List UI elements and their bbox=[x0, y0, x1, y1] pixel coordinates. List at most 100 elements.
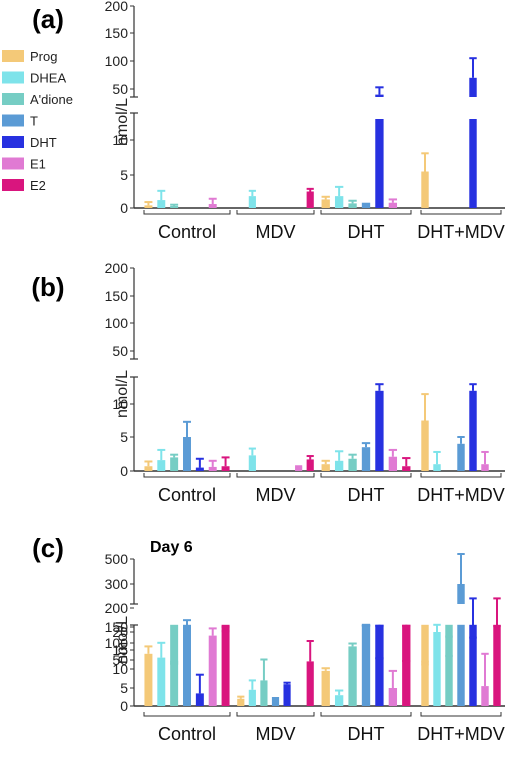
y-tick-label: 0 bbox=[120, 200, 128, 216]
bar bbox=[208, 635, 217, 706]
group-label: DHT+MDV bbox=[417, 222, 505, 242]
bar bbox=[283, 684, 291, 706]
y-tick-label: 15 bbox=[112, 642, 128, 658]
bar bbox=[306, 191, 314, 208]
bar bbox=[306, 459, 314, 471]
y-axis-label: nmol/L bbox=[114, 370, 131, 418]
bar bbox=[402, 624, 411, 706]
group-bracket bbox=[320, 473, 412, 478]
y-axis-label: nmol/L bbox=[114, 616, 131, 664]
bar bbox=[157, 657, 166, 706]
legend-label: Prog bbox=[30, 49, 57, 64]
bar bbox=[361, 624, 371, 706]
bar bbox=[295, 466, 303, 471]
y-tick-label: 100 bbox=[105, 635, 129, 651]
bar bbox=[348, 646, 357, 706]
bar bbox=[237, 698, 245, 706]
bar bbox=[421, 171, 429, 208]
bar bbox=[334, 695, 344, 706]
y-tick-label: 50 bbox=[112, 343, 128, 359]
y-tick-label: 10 bbox=[112, 396, 128, 412]
bar bbox=[469, 77, 477, 97]
y-axis-label: nmol/L bbox=[114, 98, 131, 146]
legend-label: T bbox=[30, 114, 38, 129]
group-bracket bbox=[143, 473, 231, 478]
bar bbox=[402, 466, 411, 471]
bar bbox=[170, 624, 179, 706]
y-tick-label: 0 bbox=[120, 463, 128, 479]
panel-label: (c) bbox=[32, 533, 64, 563]
panel-label: (b) bbox=[31, 272, 64, 302]
group-bracket bbox=[236, 210, 315, 215]
bar bbox=[260, 680, 268, 706]
y-tick-label: 150 bbox=[105, 288, 129, 304]
bar bbox=[457, 584, 465, 604]
bar bbox=[170, 457, 179, 471]
legend-swatch bbox=[2, 50, 24, 62]
y-tick-label: 10 bbox=[112, 132, 128, 148]
group-label: MDV bbox=[256, 222, 296, 242]
bar bbox=[457, 443, 465, 471]
bar bbox=[469, 636, 477, 639]
group-label: DHT+MDV bbox=[417, 724, 505, 744]
bar bbox=[221, 630, 230, 633]
bar bbox=[170, 662, 179, 665]
legend-swatch bbox=[2, 93, 24, 105]
y-tick-label: 200 bbox=[105, 0, 129, 14]
bar bbox=[469, 119, 477, 208]
legend-label: E2 bbox=[30, 178, 46, 193]
group-label: Control bbox=[158, 724, 216, 744]
bar bbox=[375, 624, 384, 706]
bar bbox=[195, 693, 204, 706]
legend-swatch bbox=[2, 71, 24, 84]
bar bbox=[248, 455, 256, 471]
y-tick-label: 200 bbox=[105, 600, 129, 616]
bar bbox=[348, 458, 357, 471]
group-bracket bbox=[143, 210, 231, 215]
group-bracket bbox=[320, 712, 412, 717]
group-label: DHT bbox=[348, 222, 385, 242]
bar bbox=[375, 94, 384, 97]
bar bbox=[481, 464, 489, 471]
group-bracket bbox=[420, 473, 502, 478]
bar bbox=[157, 460, 166, 471]
panel-label: (a) bbox=[32, 4, 64, 34]
group-label: Control bbox=[158, 222, 216, 242]
y-tick-label: 50 bbox=[112, 652, 128, 668]
y-tick-label: 100 bbox=[105, 315, 129, 331]
y-tick-label: 0 bbox=[120, 698, 128, 714]
bar bbox=[321, 670, 330, 706]
y-tick-label: 150 bbox=[105, 619, 129, 635]
bar bbox=[445, 624, 453, 706]
bar bbox=[221, 624, 230, 706]
bar bbox=[144, 205, 153, 208]
legend-swatch bbox=[2, 114, 24, 127]
bar bbox=[183, 437, 191, 471]
bar bbox=[493, 624, 501, 706]
bar bbox=[334, 460, 344, 471]
bar bbox=[221, 466, 230, 471]
y-tick-label: 50 bbox=[112, 81, 128, 97]
group-label: DHT bbox=[348, 485, 385, 505]
group-bracket bbox=[420, 210, 502, 215]
y-tick-label: 5 bbox=[120, 429, 128, 445]
bar bbox=[183, 627, 191, 629]
group-label: DHT bbox=[348, 724, 385, 744]
group-label: DHT+MDV bbox=[417, 485, 505, 505]
bar bbox=[248, 689, 256, 706]
panel-b: (b) nmol/L 0 5 10 50 100 150 200 Control MDV DHT DHT… bbox=[31, 260, 505, 505]
panel-a: (a) nmol/L 0 5 10 50 100 150 200 Control MDV DHT DHT… bbox=[32, 0, 505, 242]
bar bbox=[271, 697, 280, 706]
bar bbox=[469, 390, 477, 471]
bar bbox=[493, 625, 501, 628]
bar bbox=[481, 686, 489, 706]
bar bbox=[361, 202, 371, 208]
legend-swatch bbox=[2, 136, 24, 148]
bar bbox=[445, 654, 453, 657]
group-label: MDV bbox=[256, 485, 296, 505]
group-bracket bbox=[236, 712, 315, 717]
bar bbox=[157, 200, 166, 208]
bar bbox=[361, 447, 371, 471]
bar bbox=[421, 663, 429, 666]
